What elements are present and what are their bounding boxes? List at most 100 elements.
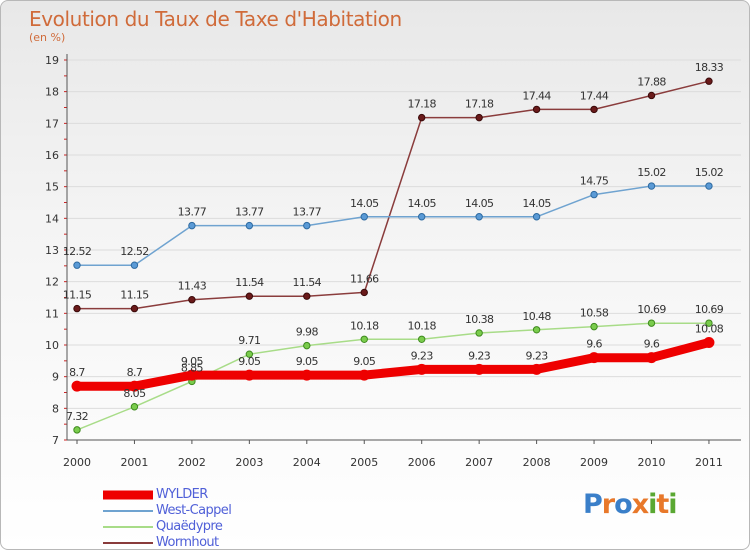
data-label: 14.75: [580, 175, 609, 188]
data-point: [647, 91, 656, 100]
data-point: [705, 182, 713, 190]
data-point: [646, 352, 657, 364]
data-point: [243, 369, 255, 381]
data-label: 11.15: [120, 289, 149, 302]
data-label: 9.71: [238, 334, 260, 347]
data-point: [647, 182, 656, 190]
data-label: 17.44: [580, 89, 609, 102]
data-point: [703, 336, 715, 348]
legend-label: West-Cappel: [156, 503, 232, 518]
data-point: [360, 288, 368, 297]
data-point: [245, 221, 254, 230]
data-label: 15.02: [695, 166, 724, 179]
x-tick-label: 2002: [178, 456, 206, 469]
legend-swatch: [103, 490, 153, 500]
data-point: [531, 363, 543, 375]
legend-item-quaedypre: Quaëdypre: [103, 519, 303, 535]
data-label: 8.7: [127, 366, 143, 379]
x-tick-label: 2006: [408, 456, 436, 469]
data-label: 15.02: [637, 166, 666, 179]
data-point: [590, 105, 598, 114]
data-point: [532, 213, 541, 221]
data-label: 12.52: [120, 245, 149, 258]
data-label: 8.05: [123, 387, 146, 400]
data-label: 7.32: [66, 410, 88, 423]
data-point: [416, 363, 428, 375]
data-point: [475, 329, 483, 337]
data-label: 18.33: [695, 61, 724, 74]
legend-label: Quaëdypre: [156, 519, 223, 534]
data-label: 14.05: [465, 197, 494, 210]
series-line: [76, 80, 710, 310]
y-tick-label: 13: [45, 244, 59, 257]
y-tick-label: 14: [45, 212, 59, 225]
legend-swatch: [103, 510, 153, 512]
data-label: 8.85: [181, 361, 204, 374]
data-point: [245, 292, 254, 300]
data-point: [418, 213, 426, 221]
data-label: 9.05: [238, 355, 261, 368]
logo-letter: o: [614, 489, 633, 520]
data-label: 17.18: [465, 98, 494, 111]
logo-letter: x: [631, 489, 649, 520]
y-tick-label: 15: [45, 181, 59, 194]
x-tick-label: 2008: [523, 456, 551, 469]
y-tick-label: 16: [45, 149, 59, 162]
y-tick-label: 10: [45, 339, 59, 352]
y-tick-label: 8: [52, 402, 59, 415]
legend-swatch: [103, 526, 153, 528]
logo-letter: i: [668, 489, 677, 520]
data-point: [130, 304, 139, 313]
y-tick-label: 9: [52, 371, 59, 384]
data-labels-layer: 11.15 11.15 11.43 11.54 11.54 11.66 17.18 17.18…: [63, 61, 725, 423]
data-label: 13.77: [178, 206, 207, 219]
data-label: 9.23: [468, 349, 491, 362]
x-tick-label: 2009: [580, 456, 608, 469]
y-tick-label: 17: [45, 117, 59, 130]
data-point: [130, 403, 139, 411]
chart-title: Evolution du Taux de Taxe d'Habitation: [29, 7, 402, 31]
data-label: 14.05: [407, 197, 436, 210]
x-tick-label: 2001: [120, 456, 148, 469]
y-tick-label: 18: [45, 86, 59, 99]
logo-letter: P: [583, 489, 603, 520]
logo-letter: t: [656, 489, 669, 520]
data-label: 11.54: [235, 276, 264, 289]
data-point: [705, 77, 713, 85]
data-point: [301, 369, 313, 381]
data-point: [73, 426, 81, 434]
data-label: 8.7: [69, 366, 85, 379]
data-point: [475, 113, 483, 122]
data-point: [186, 369, 198, 381]
data-point: [303, 292, 311, 300]
data-label: 9.6: [586, 338, 602, 351]
data-point: [532, 326, 541, 334]
series-line: [76, 322, 710, 431]
data-point: [303, 221, 311, 230]
y-tick-label: 12: [45, 276, 59, 289]
data-point: [588, 352, 600, 364]
x-tick-label: 2011: [695, 456, 723, 469]
y-tick-label: 11: [45, 307, 59, 320]
data-point: [73, 261, 81, 269]
data-label: 9.05: [353, 355, 376, 368]
x-tick-label: 2004: [293, 456, 321, 469]
data-label: 10.08: [695, 322, 724, 335]
data-label: 9.05: [296, 355, 319, 368]
data-label: 17.44: [522, 89, 551, 102]
data-label: 9.05: [181, 355, 204, 368]
data-point: [532, 105, 541, 114]
proxiti-logo: Proxiti: [583, 489, 678, 520]
x-tick-label: 2010: [638, 456, 666, 469]
data-label: 10.38: [465, 313, 494, 326]
data-label: 14.05: [522, 197, 551, 210]
data-point: [188, 221, 196, 230]
data-label: 9.23: [411, 349, 434, 362]
data-label: 17.88: [637, 75, 666, 88]
data-point: [360, 335, 368, 343]
logo-letter: i: [648, 489, 657, 520]
chart-subtitle: (en %): [29, 31, 66, 44]
data-point: [418, 335, 426, 343]
x-tick-label: 2005: [350, 456, 378, 469]
data-label: 10.69: [637, 303, 666, 316]
